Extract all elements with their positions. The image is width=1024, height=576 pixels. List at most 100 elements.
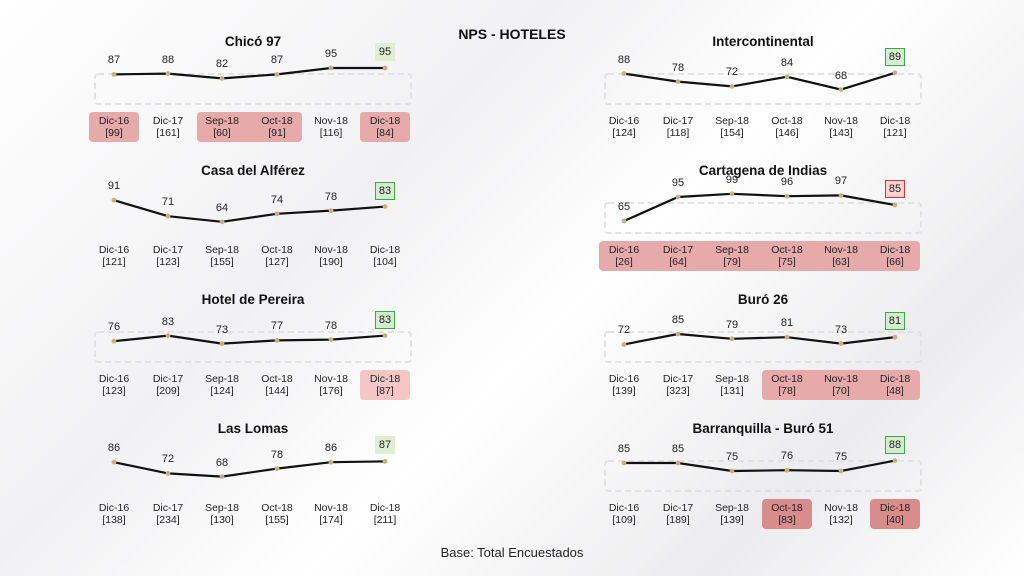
category-label: Nov-18 [70] [816, 373, 866, 397]
category-label: Dic-16 [139] [599, 373, 649, 397]
reference-band [604, 73, 922, 105]
base-count: [123] [102, 385, 126, 397]
category-name: Dic-18 [879, 244, 911, 256]
category-name: Sep-18 [205, 502, 239, 514]
category-label: Dic-18 [48] [870, 373, 920, 397]
category-label: Oct-18 [91] [252, 115, 302, 139]
data-point [675, 79, 681, 84]
category-name: Dic-18 [879, 373, 911, 385]
category-name: Sep-18 [715, 502, 749, 514]
category-name: Sep-18 [205, 373, 239, 385]
base-count: [63] [832, 256, 850, 268]
base-count: [174] [319, 514, 343, 526]
category-label: Dic-18 [104] [360, 244, 410, 268]
data-point [219, 76, 225, 81]
base-count: [87] [376, 385, 394, 397]
data-point [328, 337, 334, 342]
base-count: [79] [723, 256, 741, 268]
category-name: Nov-18 [314, 373, 348, 385]
category-label: Sep-18 [79] [707, 244, 757, 268]
category-name: Dic-16 [608, 115, 640, 127]
data-label: 95 [324, 48, 338, 60]
data-label-latest: 83 [375, 181, 395, 200]
data-point [274, 72, 280, 77]
data-label: 79 [725, 318, 739, 331]
data-point [219, 474, 225, 479]
reference-band [94, 331, 412, 363]
data-point [675, 460, 681, 466]
category-name: Dic-17 [152, 373, 184, 385]
data-point [729, 468, 735, 474]
category-name: Nov-18 [314, 244, 348, 256]
line-chart [604, 70, 922, 105]
line-chart [111, 459, 388, 479]
category-name: Oct-18 [261, 502, 293, 514]
data-point [729, 84, 735, 89]
category-name: Dic-18 [369, 244, 401, 256]
highlight-box [599, 241, 920, 271]
base-count: [130] [210, 514, 234, 526]
line-chart [94, 331, 412, 363]
base-count: [84] [376, 127, 394, 139]
data-label: 73 [215, 323, 229, 336]
data-label: 84 [780, 56, 794, 69]
data-point [675, 331, 681, 337]
base-count: [146] [775, 127, 799, 139]
data-point [729, 336, 735, 342]
base-count: [123] [156, 256, 180, 268]
category-name: Oct-18 [771, 373, 803, 385]
reference-band [604, 202, 922, 234]
category-name: Sep-18 [715, 115, 749, 127]
data-label: 75 [725, 451, 739, 463]
category-label: Nov-18 [116] [306, 115, 356, 139]
base-count: [155] [265, 514, 289, 526]
highlight-box [762, 370, 920, 400]
category-name: Dic-17 [662, 502, 694, 514]
data-point [111, 338, 117, 344]
category-label: Sep-18 [154] [707, 115, 757, 139]
data-label: 82 [215, 58, 229, 71]
base-count: [99] [105, 127, 123, 139]
data-label: 81 [780, 317, 794, 330]
series-line [624, 459, 896, 473]
category-name: Dic-17 [152, 244, 184, 256]
category-name: Sep-18 [715, 244, 749, 256]
chart-panel: Cartagena de Indias 65 95 99 96 97 85 Dic-16 [26… [593, 163, 933, 279]
category-label: Dic-16 [124] [599, 115, 649, 139]
data-label: 72 [725, 66, 739, 79]
base-count: [109] [612, 514, 636, 526]
data-point [382, 204, 388, 209]
data-label: 76 [107, 321, 121, 334]
data-point [382, 459, 388, 464]
category-label: Dic-17 [234] [143, 502, 193, 526]
category-label: Dic-18 [87] [360, 373, 410, 397]
base-count: [127] [265, 256, 289, 268]
data-label: 85 [671, 314, 685, 326]
chart-panel: Buró 26 72 85 79 81 73 81 Dic-16 [139] Dic-17 [323… [593, 292, 933, 408]
data-point [328, 208, 334, 213]
category-label: Dic-17 [209] [143, 373, 193, 397]
chart-title: Hotel de Pereira [201, 292, 305, 307]
category-label: Nov-18 [176] [306, 373, 356, 397]
data-label: 87 [107, 54, 121, 67]
category-label: Oct-18 [83] [762, 502, 812, 526]
data-label: 83 [161, 315, 175, 328]
base-count: [124] [210, 385, 234, 397]
data-label-latest: 81 [885, 312, 905, 331]
base-count: [209] [156, 385, 180, 397]
base-count: [323] [666, 385, 690, 397]
category-name: Nov-18 [314, 115, 348, 127]
data-label: 78 [324, 319, 338, 332]
chart-panel: Casa del Alférez 91 71 64 74 78 83 Dic-16 [121] D… [83, 163, 423, 279]
highlight-box [360, 370, 410, 400]
base-count: [138] [102, 514, 126, 526]
series-line [623, 332, 896, 346]
data-label: 77 [270, 320, 284, 333]
base-count: [161] [156, 127, 180, 139]
category-label: Dic-17 [64] [653, 244, 703, 268]
data-label-latest: 88 [885, 435, 905, 454]
category-name: Sep-18 [715, 373, 749, 385]
category-name: Nov-18 [824, 373, 858, 385]
data-label: 78 [671, 61, 685, 74]
category-label: Sep-18 [139] [707, 502, 757, 526]
